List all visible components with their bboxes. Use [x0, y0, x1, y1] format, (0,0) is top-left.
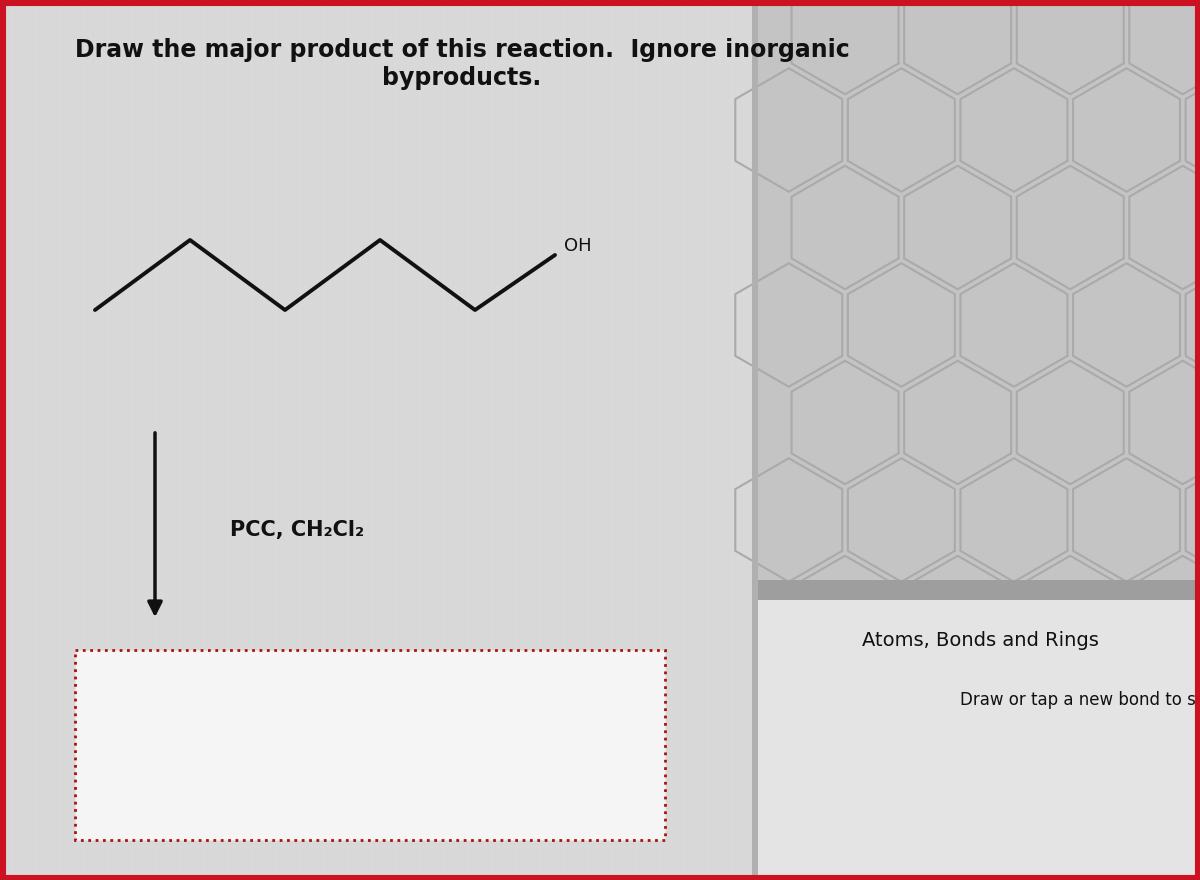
Bar: [74, 650, 665, 840]
Text: OH: OH: [564, 237, 592, 255]
Text: Atoms, Bonds and Rings: Atoms, Bonds and Rings: [862, 630, 1098, 649]
Bar: [755, 600, 1200, 880]
Text: Draw or tap a new bond to see su: Draw or tap a new bond to see su: [960, 691, 1200, 709]
Text: PCC, CH₂Cl₂: PCC, CH₂Cl₂: [230, 520, 364, 540]
Bar: [752, 0, 758, 880]
Bar: [0, 0, 755, 880]
Bar: [755, 0, 1200, 880]
Text: Draw the major product of this reaction.  Ignore inorganic
byproducts.: Draw the major product of this reaction.…: [74, 38, 850, 90]
Bar: [755, 580, 1200, 600]
